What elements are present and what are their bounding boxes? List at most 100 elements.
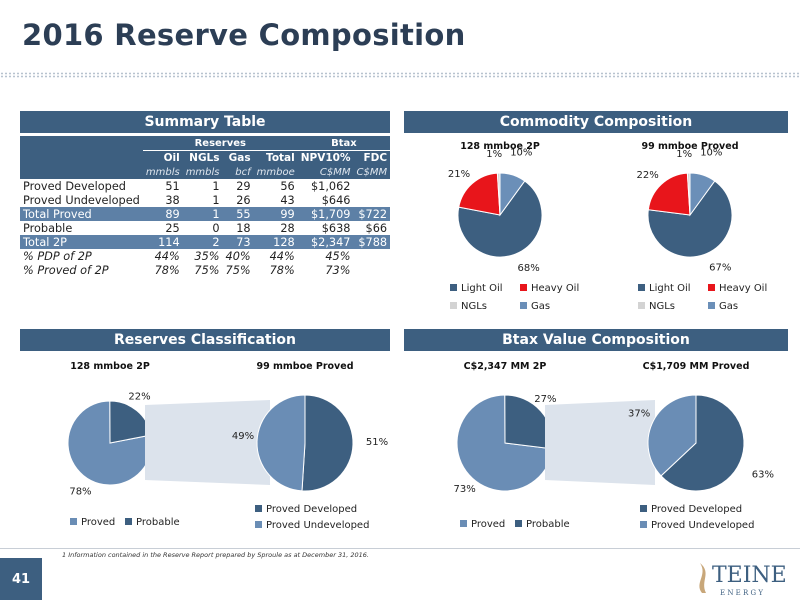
table-cell: 75%: [225, 263, 251, 277]
row-label: % PDP of 2P: [23, 249, 92, 263]
table-cell: 73: [222, 235, 254, 249]
legend-swatch: [450, 302, 457, 309]
unit-cell: mmboe: [253, 165, 298, 179]
table-cell: 2: [182, 235, 223, 249]
commodity-composition-header: Commodity Composition: [404, 111, 788, 133]
table-row: Total 2P 114 2 73 128 $2,347 $788: [20, 235, 391, 249]
table-cell: $2,347: [297, 235, 354, 249]
legend-label: Light Oil: [461, 283, 503, 294]
btax-value-charts: 73% 27% C$2,347 MM 2P 63% 37% C$1,709 MM Prov…: [454, 361, 774, 531]
legend-swatch: [520, 302, 527, 309]
reserves-classification-charts: 78% 22% 128 mmboe 2P 51% 49% 99 mmboe Proved P…: [67, 361, 388, 531]
table-cell: $646: [321, 193, 351, 207]
table-cell: $788: [353, 235, 391, 249]
chart-title: 99 mmboe Proved: [641, 141, 738, 152]
pie-slice: [458, 172, 501, 216]
legend-swatch: [520, 284, 527, 291]
data-label: 63%: [752, 470, 774, 481]
logo-text: TEINE: [712, 563, 787, 588]
data-label: 10%: [510, 148, 532, 159]
table-cell: [353, 249, 390, 263]
legend-swatch: [708, 302, 715, 309]
legend-swatch: [255, 521, 262, 528]
table-cell: 40%: [225, 249, 251, 263]
row-label: Proved Developed: [23, 179, 126, 193]
logo-subtext: E N E R G Y: [720, 589, 763, 597]
chart-title: 128 mmboe 2P: [460, 141, 540, 152]
pie-slice: [457, 180, 543, 258]
legend-label: Proved: [471, 519, 505, 530]
reserves-group-header: Reserves: [142, 136, 298, 151]
row-label: Total Proved: [20, 207, 143, 221]
data-label: 21%: [448, 169, 470, 180]
data-label: 27%: [534, 394, 556, 405]
data-label: 22%: [637, 170, 659, 181]
table-row: Probable 25 0 18 28 $638 $66: [20, 221, 390, 235]
table-cell: 35%: [194, 249, 220, 263]
callout-connector: [545, 400, 655, 485]
legend-swatch: [638, 302, 645, 309]
legend-label: Proved Undeveloped: [266, 520, 369, 531]
legend-label: Light Oil: [649, 283, 691, 294]
column-header: NPV10%: [297, 150, 354, 165]
pie-slice: [647, 180, 733, 258]
table-row: Proved Developed 51 1 29 56 $1,062: [20, 179, 390, 193]
legend-swatch: [70, 518, 77, 525]
legend-label: NGLs: [461, 301, 487, 312]
legend-label: Heavy Oil: [531, 283, 579, 294]
pie-slice: [256, 394, 306, 492]
table-cell: 78%: [269, 263, 295, 277]
unit-cell: bcf: [222, 165, 254, 179]
page-number: 41: [0, 558, 42, 600]
data-label: 51%: [366, 437, 388, 448]
table-row: Total Proved 89 1 55 99 $1,709 $722: [20, 207, 391, 221]
table-cell: 44%: [269, 249, 295, 263]
table-cell: 55: [222, 207, 254, 221]
table-cell: 51: [165, 179, 180, 193]
chart-title: 99 mmboe Proved: [256, 361, 353, 372]
legend-swatch: [460, 520, 467, 527]
pie-slice: [647, 394, 697, 477]
data-label: 78%: [69, 486, 91, 497]
row-label: Total 2P: [20, 235, 143, 249]
table-cell: 43: [280, 193, 295, 207]
legend-label: Heavy Oil: [719, 283, 767, 294]
legend-label: Gas: [719, 301, 738, 312]
summary-table-header: Summary Table: [20, 111, 390, 133]
column-header: NGLs: [182, 150, 223, 165]
data-label: 37%: [628, 408, 650, 419]
table-cell: 78%: [154, 263, 180, 277]
table-cell: $1,709: [297, 207, 354, 221]
summary-table: Reserves Btax Oil NGLs Gas Total NPV10% FDC m…: [20, 136, 391, 277]
table-cell: 1: [212, 193, 220, 207]
legend-label: Proved Developed: [266, 504, 357, 515]
table-cell: 114: [142, 235, 183, 249]
legend-swatch: [515, 520, 522, 527]
legend-swatch: [708, 284, 715, 291]
legend-label: Probable: [526, 519, 570, 530]
table-cell: 29: [236, 179, 251, 193]
callout-connector: [145, 400, 270, 485]
data-label: 49%: [232, 431, 254, 442]
table-cell: $66: [365, 221, 388, 235]
legend-swatch: [255, 505, 262, 512]
data-label: 68%: [517, 263, 539, 274]
reserves-classification-header: Reserves Classification: [20, 329, 390, 351]
table-cell: 75%: [194, 263, 220, 277]
row-label: Probable: [23, 221, 73, 235]
table-cell: 73%: [325, 263, 351, 277]
unit-cell: C$MM: [297, 165, 354, 179]
table-row: % PDP of 2P 44% 35% 40% 44% 45%: [20, 249, 390, 263]
data-label: 67%: [709, 262, 731, 273]
table-cell: 18: [236, 221, 251, 235]
table-cell: 56: [280, 179, 295, 193]
table-cell: [353, 263, 390, 277]
title-divider: [0, 72, 800, 78]
table-cell: $722: [353, 207, 391, 221]
footnote: 1 Information contained in the Reserve R…: [62, 551, 369, 559]
legend-swatch: [640, 521, 647, 528]
table-cell: 45%: [325, 249, 351, 263]
flame-icon: [699, 563, 706, 593]
legend-label: Proved: [81, 517, 115, 528]
